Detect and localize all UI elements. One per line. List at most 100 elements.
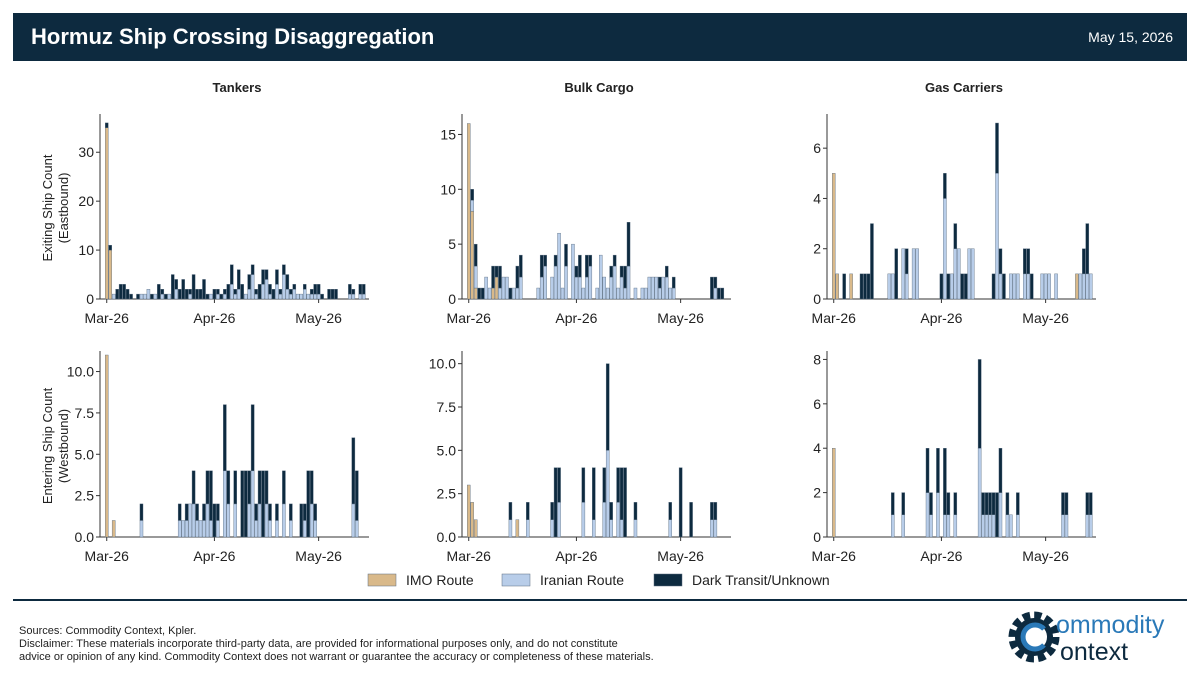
bar-segment-dark: [866, 273, 871, 300]
y-tick-label: 5.0: [75, 446, 95, 462]
bar-segment-dark: [261, 470, 265, 538]
bar-segment-iranian: [557, 502, 561, 538]
x-tick-label: Apr-26: [193, 548, 235, 564]
bar-segment-iranian: [571, 243, 575, 300]
bar-segment-iranian: [665, 276, 669, 300]
bar-segment-iranian: [358, 293, 363, 300]
bar-segment-dark: [929, 492, 933, 516]
bar-segment-dark: [998, 448, 1003, 493]
bar-segment-iranian: [599, 254, 603, 300]
bar-segment-iranian: [275, 284, 279, 300]
bar-segment-iranian: [1023, 273, 1027, 300]
y-tick-label: 2.5: [437, 486, 457, 502]
bar-segment-dark: [150, 293, 154, 300]
bar-segment-iranian: [550, 519, 554, 538]
disclaimer-line-1: Disclaimer: These materials incorporate …: [19, 638, 618, 650]
x-tick-label: Mar-26: [85, 548, 130, 564]
y-tick-label: 4: [813, 190, 821, 206]
bar-segment-dark: [271, 289, 276, 300]
bar-segment-imo: [108, 249, 112, 300]
bar-segment-dark: [240, 284, 244, 300]
bar-segment-iranian: [188, 293, 192, 300]
bar-segment-iranian: [595, 287, 599, 300]
bar-segment-iranian: [237, 289, 241, 300]
bar-segment-dark: [202, 503, 206, 521]
logo-line-1: ommodity: [1056, 611, 1165, 639]
bar-segment-iranian: [543, 265, 547, 300]
bar-segment-dark: [710, 276, 714, 300]
bar-segment-dark: [1030, 273, 1034, 300]
bar-segment-iranian: [998, 273, 1003, 300]
bar-segment-iranian: [564, 265, 568, 300]
disclaimer-line-2: advice or opinion of any kind. Commodity…: [19, 651, 654, 663]
bar-segment-dark: [351, 289, 356, 295]
bar-segment-dark: [981, 492, 985, 516]
bar-segment-iranian: [713, 287, 718, 300]
bar-segment-iranian: [904, 273, 909, 300]
legend-label-iranian: Iranian Route: [540, 572, 624, 588]
bar-segment-dark: [282, 470, 286, 505]
gear-c-icon: [1008, 611, 1060, 663]
x-tick-label: May-26: [1022, 548, 1069, 564]
bar-segment-dark: [904, 248, 909, 275]
bar-segment-dark: [320, 293, 324, 300]
footer-divider: [13, 599, 1187, 601]
legend: IMO Route Iranian Route Dark Transit/Unkno…: [367, 572, 830, 588]
bar-segment-iranian: [651, 276, 655, 300]
bar-segment-iranian: [609, 276, 613, 300]
bar-segment-iranian: [929, 514, 933, 538]
bar-segment-iranian: [303, 289, 307, 300]
bar-segment-iranian: [1061, 514, 1065, 538]
x-tick-label: May-26: [657, 310, 704, 326]
bar-segment-dark: [257, 470, 262, 505]
chart-panel-1: Bulk Cargo 0 5 10 15 Mar-26 Apr-26 May-26: [440, 80, 731, 326]
bar-segment-iranian: [177, 520, 182, 538]
bar-segment-iranian: [602, 276, 606, 300]
bar-segment-dark: [473, 243, 478, 267]
bar-segment-dark: [564, 243, 568, 267]
bar-segment-iranian: [309, 503, 314, 538]
bar-segment-dark: [553, 467, 558, 538]
bar-segment-iranian: [216, 293, 220, 300]
bar-segment-dark: [1085, 492, 1090, 516]
bar-segment-iranian: [282, 503, 286, 538]
bar-segment-dark: [171, 274, 175, 300]
bar-segment-dark: [988, 492, 992, 516]
x-tick-label: Mar-26: [812, 310, 857, 326]
bar-segment-iranian: [654, 276, 659, 300]
bar-segment-dark: [498, 265, 502, 289]
legend-swatch-imo: [367, 573, 397, 587]
bar-segment-iranian: [988, 514, 992, 538]
bar-segment-dark: [623, 467, 627, 538]
bar-segment-iranian: [957, 248, 961, 300]
bar-segment-iranian: [950, 273, 954, 300]
bar-segment-iranian: [633, 287, 638, 300]
bar-segment-iranian: [167, 293, 171, 300]
bar-segment-iranian: [484, 276, 488, 300]
bar-segment-iranian: [146, 289, 151, 300]
bar-segment-dark: [578, 254, 582, 278]
bar-segment-dark: [243, 470, 248, 538]
bar-segment-dark: [859, 273, 864, 300]
bar-segment-iranian: [250, 274, 255, 300]
bar-segment-iranian: [508, 519, 513, 538]
bar-segment-dark: [863, 273, 867, 300]
bar-segment-dark: [953, 492, 958, 516]
bar-segment-dark: [939, 273, 944, 300]
bar-segment-iranian: [668, 519, 672, 538]
bar-segment-dark: [494, 265, 499, 278]
bar-segment-dark: [943, 173, 947, 199]
bar-segment-iranian: [247, 289, 251, 300]
bar-segment-iranian: [581, 502, 586, 538]
bar-segment-dark: [605, 363, 610, 451]
bar-segment-iranian: [661, 276, 665, 300]
bar-segment-dark: [991, 492, 996, 516]
bar-segment-iranian: [289, 293, 293, 300]
bar-segment-dark: [136, 293, 140, 300]
x-tick-label: Mar-26: [447, 310, 492, 326]
bar-segment-dark: [960, 273, 964, 300]
bar-segment-iranian: [264, 279, 269, 300]
bar-segment-iranian: [223, 470, 227, 538]
legend-label-imo: IMO Route: [406, 572, 474, 588]
bar-segment-dark: [689, 502, 693, 538]
